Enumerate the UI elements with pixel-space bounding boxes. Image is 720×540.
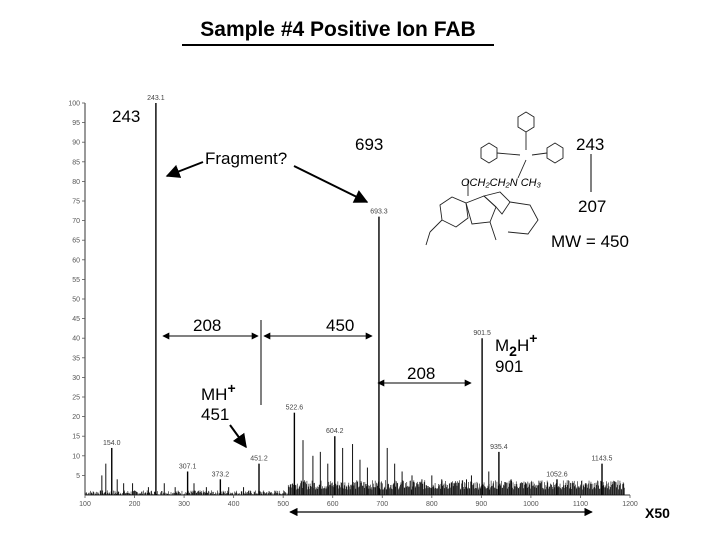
label-m2h-value: 901 — [495, 357, 523, 376]
x-tick-label: 1100 — [573, 501, 588, 508]
peak-label-1143.5: 1143.5 — [592, 456, 613, 463]
peak-label-group: 154.0 243.1 307.1 373.2 451.2 522.6 604.2 693.3… — [103, 95, 613, 478]
x-tick-label: 1200 — [622, 501, 638, 508]
y-tick-label: 85 — [72, 159, 80, 166]
peak-label-154.0: 154.0 — [103, 440, 121, 447]
label-peak-693: 693 — [355, 135, 383, 154]
y-tick-label: 20 — [72, 414, 80, 421]
x-tick-label: 700 — [376, 501, 388, 508]
y-tick-label: 5 — [76, 473, 80, 480]
x-tick-label: 800 — [426, 501, 438, 508]
label-struct-207: 207 — [578, 197, 606, 216]
label-gap-450: 450 — [326, 316, 354, 335]
x-tick-label: 400 — [228, 501, 240, 508]
y-tick-label: 95 — [72, 120, 80, 127]
minor-peak-group — [101, 440, 586, 495]
peak-label-373.2: 373.2 — [212, 471, 230, 478]
peak-label-307.1: 307.1 — [179, 463, 197, 470]
label-mh-value: 451 — [201, 405, 229, 424]
x-tick-label: 900 — [476, 501, 488, 508]
x-tick-group: 100 200 300 400 500 600 700 800 900 1000 1100 1200 — [79, 495, 638, 508]
structure-substituent-text: OCH₂CH₂N CH₃ — [461, 177, 542, 189]
y-tick-group: 5 10 15 20 25 30 35 40 45 50 55 60 65 70 75 80 85 90 95 100 — [68, 101, 85, 480]
y-tick-label: 70 — [72, 218, 80, 225]
y-tick-label: 90 — [72, 140, 80, 147]
y-tick-label: 50 — [72, 297, 80, 304]
chart-title: Sample #4 Positive Ion FAB — [200, 18, 476, 41]
y-tick-label: 40 — [72, 336, 80, 343]
y-tick-label: 35 — [72, 355, 80, 362]
peak-label-522.6: 522.6 — [286, 405, 304, 412]
peak-label-451.2: 451.2 — [250, 456, 268, 463]
y-tick-label: 100 — [68, 101, 80, 108]
label-peak-243: 243 — [112, 107, 140, 126]
peak-label-935.4: 935.4 — [490, 444, 508, 451]
y-tick-label: 75 — [72, 199, 80, 206]
y-tick-label: 25 — [72, 395, 80, 402]
y-tick-label: 10 — [72, 453, 80, 460]
mh-sup: + — [227, 380, 235, 396]
mh-base: MH — [201, 385, 227, 404]
label-m2h: M2H+ — [495, 330, 537, 359]
label-gap-208-right: 208 — [407, 364, 435, 383]
y-tick-label: 60 — [72, 257, 80, 264]
peak-label-604.2: 604.2 — [326, 428, 344, 435]
fragment-arrow-right — [293, 165, 369, 203]
x-tick-label: 600 — [327, 501, 339, 508]
y-tick-label: 55 — [72, 277, 80, 284]
y-tick-label: 65 — [72, 238, 80, 245]
fragment-arrow-left — [165, 161, 204, 178]
x-tick-label: 500 — [277, 501, 289, 508]
x-tick-label: 200 — [129, 501, 141, 508]
molecule-structure-drawing — [425, 111, 564, 246]
y-tick-label: 45 — [72, 316, 80, 323]
label-magnification: X50 — [645, 505, 670, 521]
m2h-sup: + — [529, 330, 537, 346]
peak-label-693.3: 693.3 — [370, 209, 388, 216]
m2h-base: M — [495, 336, 509, 355]
x-tick-label: 100 — [79, 501, 91, 508]
baseline-noise — [85, 480, 625, 495]
label-struct-243: 243 — [576, 135, 604, 154]
label-gap-208-left: 208 — [193, 316, 221, 335]
y-tick-label: 30 — [72, 375, 80, 382]
y-tick-label: 15 — [72, 434, 80, 441]
mh-arrow — [229, 424, 247, 449]
peak-label-901.5: 901.5 — [473, 330, 491, 337]
title-underline — [182, 44, 494, 46]
x-tick-label: 300 — [178, 501, 190, 508]
peak-label-1052.6: 1052.6 — [546, 471, 568, 478]
peak-label-243.1: 243.1 — [147, 95, 165, 102]
m2h-h: H — [517, 336, 529, 355]
x-tick-label: 1000 — [523, 501, 539, 508]
label-mh: MH+ — [201, 380, 236, 404]
m2h-sub: 2 — [509, 343, 517, 359]
peak-group — [111, 103, 603, 495]
label-molecular-weight: MW = 450 — [551, 232, 629, 251]
y-tick-label: 80 — [72, 179, 80, 186]
label-fragment: Fragment? — [205, 149, 287, 168]
